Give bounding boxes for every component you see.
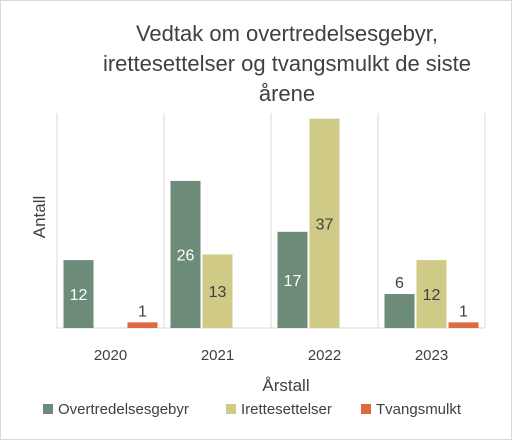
x-tick-label: 2022 — [308, 347, 341, 364]
bar-overtredelsesgebyr-2021 — [170, 180, 201, 328]
data-label: 17 — [284, 273, 302, 290]
legend-label: Tvangsmulkt — [376, 401, 462, 418]
bar-overtredelsesgebyr-2023 — [384, 294, 415, 328]
x-axis-label: Årstall — [262, 376, 309, 395]
x-tick-label: 2021 — [201, 347, 234, 364]
legend-item: Irettesettelser — [226, 401, 332, 418]
data-label: 37 — [316, 216, 334, 233]
data-label: 12 — [70, 287, 88, 304]
x-axis-ticks: 2020 2021 2022 2023 — [94, 347, 448, 364]
bar-irettesettelser-2023 — [416, 260, 447, 328]
bar-irettesettelser-2021 — [202, 254, 233, 328]
legend-label: Overtredelsesgebyr — [58, 401, 189, 418]
chart-title-line: Vedtak om overtredelsesgebyr, — [136, 21, 438, 46]
data-label: 1 — [138, 303, 147, 320]
bar-tvangsmulkt-2023 — [448, 322, 479, 328]
bar-overtredelsesgebyr-2020 — [63, 260, 94, 328]
legend-swatch — [361, 404, 371, 414]
bars — [63, 118, 479, 328]
legend-swatch — [43, 404, 53, 414]
bar-tvangsmulkt-2020 — [127, 322, 158, 328]
data-labels: 12 1 26 13 17 37 6 12 1 — [70, 216, 468, 320]
chart-title: Vedtak om overtredelsesgebyr, irettesette… — [103, 21, 471, 106]
data-label: 1 — [459, 303, 468, 320]
data-label: 13 — [209, 284, 227, 301]
chart-title-line: årene — [259, 81, 315, 106]
legend-item: Overtredelsesgebyr — [43, 401, 189, 418]
legend-label: Irettesettelser — [241, 401, 332, 418]
y-axis-label: Antall — [30, 196, 49, 239]
bar-overtredelsesgebyr-2022 — [277, 231, 308, 328]
x-tick-label: 2023 — [415, 347, 448, 364]
legend-item: Tvangsmulkt — [361, 401, 462, 418]
legend: Overtredelsesgebyr Irettesettelser Tvangsm… — [43, 401, 462, 418]
data-label: 26 — [177, 247, 195, 264]
x-tick-label: 2020 — [94, 347, 127, 364]
legend-swatch — [226, 404, 236, 414]
chart-title-line: irettesettelser og tvangsmulkt de siste — [103, 51, 471, 76]
bar-irettesettelser-2022 — [309, 118, 340, 328]
data-label: 12 — [423, 287, 441, 304]
data-label: 6 — [395, 275, 404, 292]
